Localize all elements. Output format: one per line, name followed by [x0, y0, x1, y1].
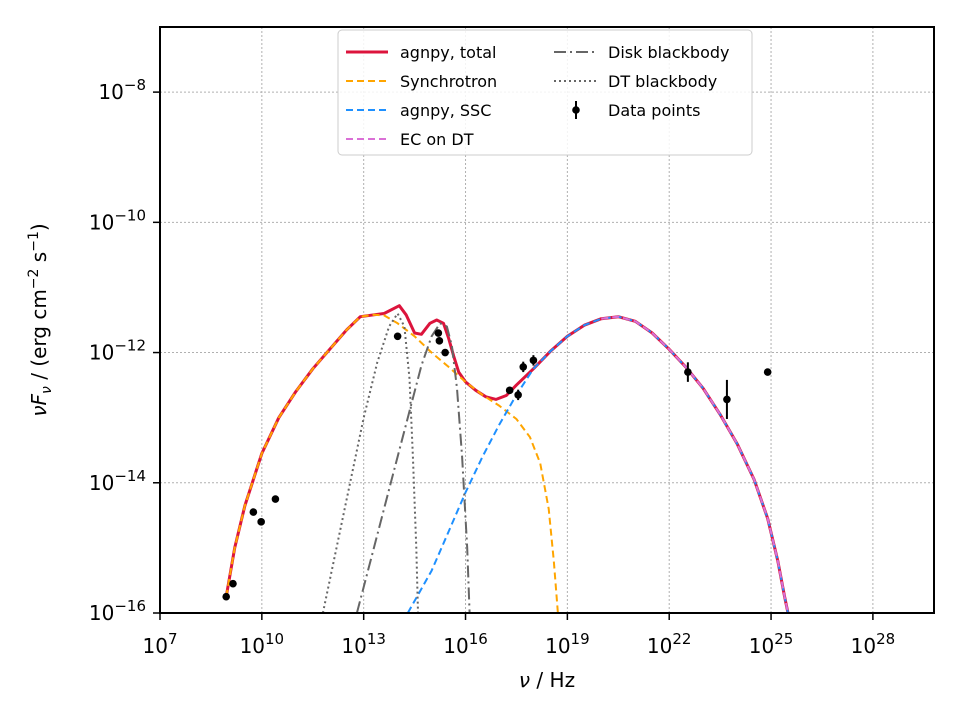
x-tick-label: 107: [143, 630, 178, 658]
data-point: [763, 368, 772, 376]
data-point: [393, 332, 402, 341]
legend-label-synchrotron: Synchrotron: [400, 72, 497, 91]
series-layer: [224, 304, 790, 613]
x-tick-label: 1016: [443, 630, 488, 658]
x-tick-label: 1022: [647, 630, 692, 658]
legend-label-data-points: Data points: [608, 101, 700, 120]
series-synchrotron: [225, 313, 559, 613]
y-tick-label: 10−12: [89, 337, 146, 365]
legend-box: [337, 29, 753, 156]
data-point: [434, 329, 443, 337]
axis-ticks: 107 1010 1013 1016 1019 1022 1025 1028 10−16 10−1…: [89, 76, 895, 658]
data-point: [229, 579, 237, 588]
legend-label-agnpy-total: agnpy, total: [400, 43, 496, 62]
data-point: [519, 363, 528, 371]
series-disk-blackbody: [355, 322, 471, 613]
legend-label-dt-blackbody: DT blackbody: [608, 72, 717, 91]
y-tick-label: 10−14: [89, 467, 146, 495]
x-tick-label: 1019: [545, 630, 590, 658]
data-point: [441, 348, 449, 357]
x-tick-label: 1025: [749, 630, 794, 658]
data-point: [435, 337, 444, 345]
legend-label-ec-on-dt: EC on DT: [400, 130, 474, 149]
legend-label-agnpy-ssc: agnpy, SSC: [400, 101, 491, 120]
legend: agnpy, total Synchrotron agnpy, SSC EC on D…: [337, 29, 753, 156]
x-tick-label: 1028: [851, 630, 896, 658]
data-point: [723, 395, 731, 404]
plot-frame: [159, 26, 935, 614]
series-ec-on-dt: [601, 315, 789, 613]
data-point: [249, 508, 258, 516]
data-point: [271, 495, 280, 503]
data-points-layer: [222, 329, 772, 601]
y-tick-label: 10−10: [89, 206, 146, 234]
legend-marker-point: [572, 106, 580, 114]
x-axis-label: ν / Hz: [519, 668, 575, 692]
data-point: [514, 391, 522, 399]
data-point: [257, 518, 265, 526]
x-tick-label: 1013: [341, 630, 386, 658]
series-dt-blackbody: [321, 312, 419, 613]
data-point: [505, 386, 514, 395]
x-tick-label: 1010: [240, 630, 285, 658]
y-tick-label: 10−8: [98, 76, 146, 104]
y-tick-label: 10−16: [89, 597, 146, 625]
data-point: [529, 356, 538, 365]
data-point: [222, 592, 230, 601]
data-point: [684, 368, 692, 376]
y-axis-label: νFν / (erg cm−2 s−1): [26, 223, 55, 416]
legend-label-disk-blackbody: Disk blackbody: [608, 43, 730, 62]
